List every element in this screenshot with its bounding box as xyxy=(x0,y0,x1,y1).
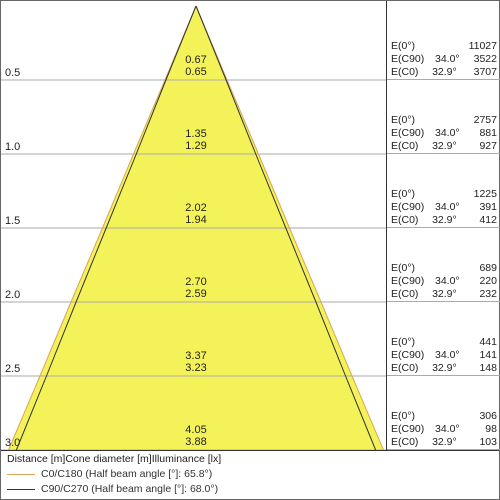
cone-diameter-label: 1.351.29 xyxy=(185,128,206,152)
swatch-c0 xyxy=(7,474,35,475)
illuminance-row: E(0°)689E(C90)34.0°220E(C0)32.9°232 xyxy=(391,262,497,301)
legend-c0: C0/C180 (Half beam angle [°]: 65.8°) xyxy=(7,468,493,480)
distance-label: 2.5 xyxy=(5,363,20,375)
distance-label: 0.5 xyxy=(5,67,20,79)
cone-chart-area: 0.5 0.670.65 1.0 1.351.29 1.5 2.021.94 2.0 2.70… xyxy=(1,1,386,451)
cone-diameter-label: 2.702.59 xyxy=(185,276,206,300)
distance-label: 1.5 xyxy=(5,215,20,227)
distance-label: 3.0 xyxy=(5,437,20,449)
footer: Distance [m]Cone diameter [m]Illuminance… xyxy=(1,450,499,499)
axis-label: Distance [m]Cone diameter [m]Illuminance… xyxy=(7,453,493,465)
cone-diameter-label: 3.373.23 xyxy=(185,350,206,374)
legend-c90: C90/C270 (Half beam angle [°]: 68.0°) xyxy=(7,483,493,495)
legend-c0-text: C0/C180 (Half beam angle [°]: 65.8°) xyxy=(41,468,212,480)
cone-diameter-label: 2.021.94 xyxy=(185,202,206,226)
cone-diameter-label: 4.053.88 xyxy=(185,424,206,448)
swatch-c90 xyxy=(7,489,35,490)
illuminance-row: E(0°)306E(C90)34.0°98E(C0)32.9°103 xyxy=(391,410,497,449)
distance-label: 2.0 xyxy=(5,289,20,301)
distance-label: 1.0 xyxy=(5,141,20,153)
light-cone-diagram: 0.5 0.670.65 1.0 1.351.29 1.5 2.021.94 2.0 2.70… xyxy=(0,0,500,500)
legend-c90-text: C90/C270 (Half beam angle [°]: 68.0°) xyxy=(41,483,218,495)
illuminance-table: E(0°)11027E(C90)34.0°3522E(C0)32.9°3707 E… xyxy=(386,1,500,451)
illuminance-row: E(0°)11027E(C90)34.0°3522E(C0)32.9°3707 xyxy=(391,40,497,79)
cone-diameter-label: 0.670.65 xyxy=(185,54,206,78)
illuminance-row: E(0°)1225E(C90)34.0°391E(C0)32.9°412 xyxy=(391,188,497,227)
illuminance-row: E(0°)441E(C90)34.0°141E(C0)32.9°148 xyxy=(391,336,497,375)
illuminance-row: E(0°)2757E(C90)34.0°881E(C0)32.9°927 xyxy=(391,114,497,153)
